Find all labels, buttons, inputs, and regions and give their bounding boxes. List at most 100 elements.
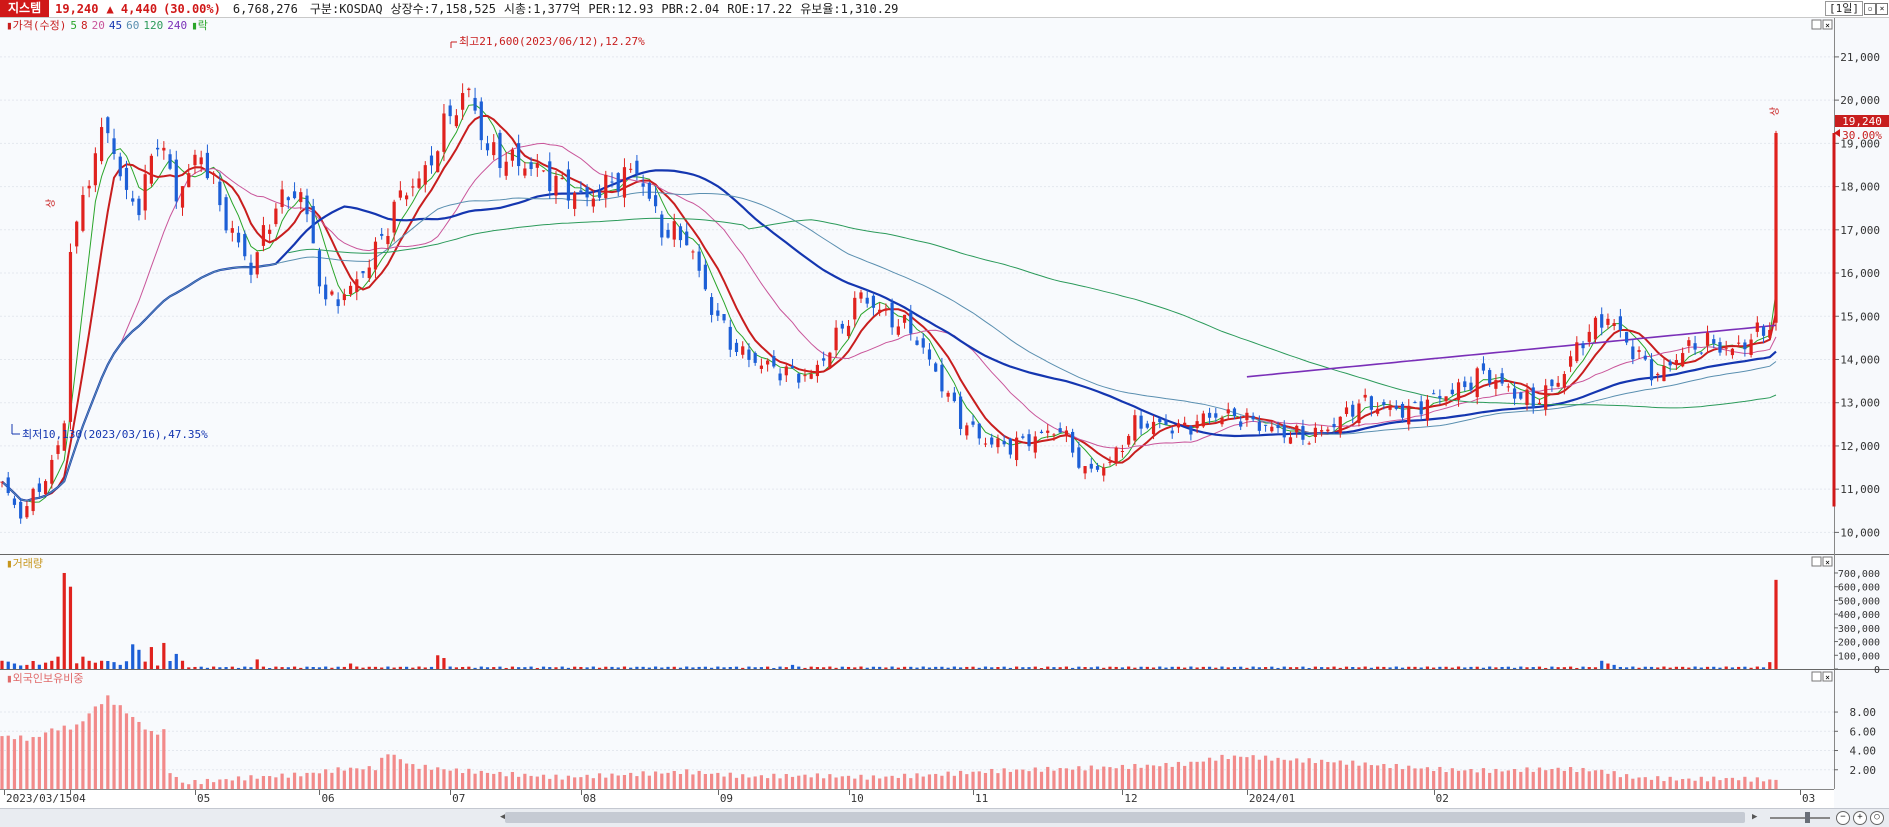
foreign-bar (921, 776, 925, 789)
candle (1618, 308, 1622, 338)
volume-bar (790, 664, 795, 669)
candle (822, 351, 826, 367)
candle (734, 339, 739, 357)
stock-chart[interactable]: 10,000 11,000 12,000 13,000 14,000 15,000 16,0… (0, 18, 1889, 789)
panel-close-icon[interactable]: × (1825, 21, 1830, 30)
candle (1550, 378, 1554, 392)
zoom-reset-icon[interactable]: ○ (1870, 811, 1884, 825)
trade-volume: 6,768,276 (232, 1, 298, 16)
candle (31, 487, 35, 516)
stock-name[interactable]: 지스템 (0, 0, 50, 17)
zoom-slider-handle[interactable] (1805, 812, 1810, 823)
date-tick (1433, 790, 1435, 795)
scroll-left-icon[interactable]: ◀ (500, 812, 506, 822)
candle (1033, 431, 1037, 459)
foreign-bar (1127, 768, 1131, 789)
price-tick-label: 20,000 (1840, 94, 1880, 107)
candle (1326, 426, 1330, 433)
scroll-right-icon[interactable]: ▶ (1752, 812, 1758, 822)
foreign-bar (398, 759, 402, 789)
panel-close-icon[interactable]: × (1825, 673, 1830, 682)
foreign-bar (766, 778, 770, 789)
price-tick-label: 15,000 (1840, 310, 1880, 323)
volume-bar (722, 667, 726, 669)
volume-bar (859, 666, 863, 669)
volume-bar (1693, 666, 1697, 669)
period-selector[interactable]: [1일] (1825, 1, 1863, 16)
volume-bar (81, 656, 85, 669)
volume-bar (1674, 666, 1679, 669)
volume-bar (846, 666, 851, 669)
candle (286, 196, 290, 209)
volume-bar (1637, 667, 1641, 669)
moving-averages (1, 104, 1777, 503)
panel-close-icon[interactable]: × (1825, 558, 1830, 567)
candle (1674, 354, 1679, 370)
zoom-in-icon[interactable]: + (1853, 811, 1867, 825)
candle (678, 223, 683, 248)
volume-bar (1027, 667, 1031, 669)
volume-bar (1369, 667, 1374, 669)
date-tick-label: 2024/01 (1248, 792, 1296, 805)
candle (1469, 376, 1473, 393)
candle (454, 109, 458, 129)
candle (498, 129, 502, 178)
candle (865, 289, 869, 308)
legend-item: 20 (92, 19, 105, 32)
volume-bar (1400, 667, 1405, 669)
foreign-panel-buttons[interactable]: × (1811, 671, 1833, 682)
foreign-bar (1724, 778, 1728, 789)
volume-bar (1506, 666, 1510, 669)
foreign-bar (404, 763, 409, 789)
foreign-bar (722, 776, 726, 789)
price-panel-buttons[interactable]: × (1811, 19, 1833, 30)
candle (1183, 416, 1187, 426)
candle (672, 213, 676, 248)
candle (436, 150, 440, 173)
candle (747, 343, 751, 368)
foreign-bar (492, 773, 496, 789)
volume-bar (921, 666, 925, 669)
candle (1002, 435, 1006, 447)
foreign-bar (1737, 780, 1741, 789)
candle (1581, 340, 1585, 356)
foreign-bar (417, 768, 421, 789)
candle (311, 198, 315, 244)
candle (1077, 441, 1081, 470)
volume-bar (1531, 667, 1535, 669)
zoom-out-icon[interactable]: − (1836, 811, 1850, 825)
volume-bar (585, 667, 589, 669)
volume-bar (199, 666, 203, 669)
foreign-bar (1071, 769, 1075, 789)
foreign-bar (1600, 769, 1604, 789)
foreign-bar (1369, 765, 1374, 789)
zoom-slider[interactable] (1770, 817, 1830, 819)
foreign-bar (1214, 760, 1218, 789)
volume-bar (1239, 666, 1243, 669)
volume-bar (87, 660, 91, 669)
candle (641, 174, 645, 196)
volume-bar (156, 665, 160, 669)
foreign-bar (840, 776, 844, 789)
volume-bar (1681, 666, 1685, 669)
close-icon[interactable]: × (1876, 3, 1888, 15)
foreign-bar (809, 777, 813, 789)
limit-up-label-2: 상 (1769, 107, 1781, 116)
maximize-icon[interactable]: ▫ (1864, 3, 1876, 15)
volume-bar (324, 666, 328, 669)
candle (660, 210, 664, 246)
candle (1407, 399, 1411, 431)
volume-panel-buttons[interactable]: × (1811, 556, 1833, 567)
volume-bar (1737, 666, 1741, 669)
candle (878, 302, 882, 317)
foreign-bar (591, 778, 595, 789)
foreign-bar (622, 774, 627, 789)
candle (1488, 367, 1492, 388)
scroll-thumb[interactable] (505, 812, 1745, 823)
market-type: 구분:KOSDAQ (309, 2, 383, 16)
volume-bar (934, 666, 938, 669)
chart-scrollbar[interactable]: ◀ ▶ − + ○ (0, 808, 1889, 827)
volume-bar (604, 666, 608, 669)
foreign-ratio-bars (0, 695, 1778, 789)
candle (1705, 325, 1710, 354)
